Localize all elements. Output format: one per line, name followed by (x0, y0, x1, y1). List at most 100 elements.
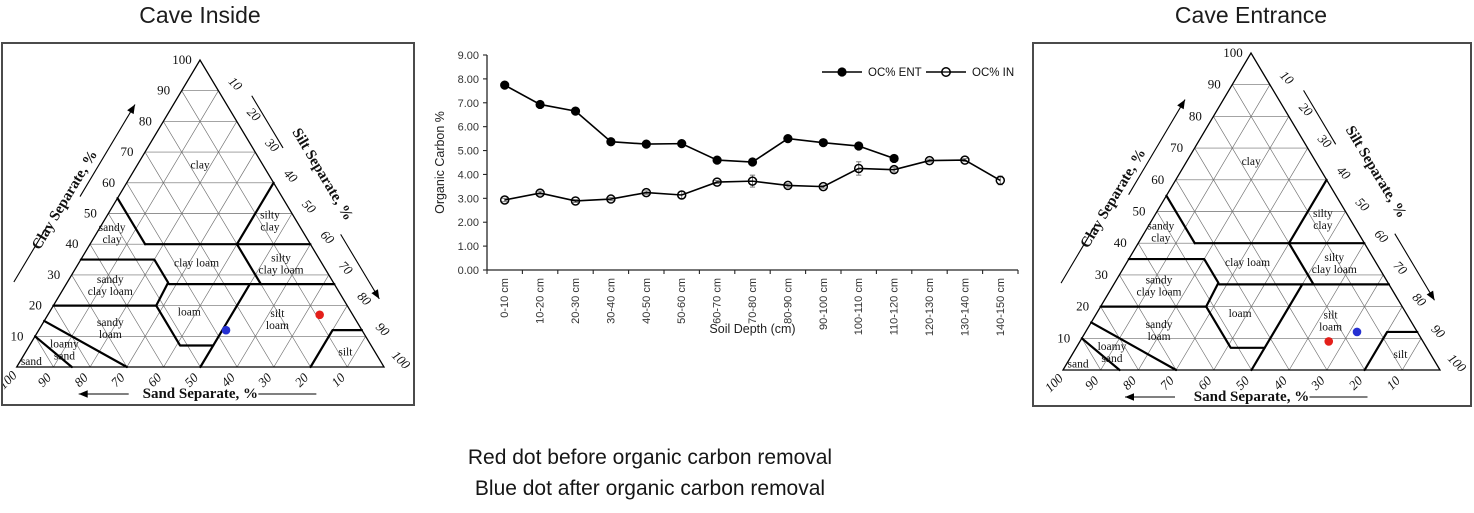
svg-text:clay loam: clay loam (1225, 257, 1270, 269)
svg-text:20: 20 (1346, 373, 1366, 393)
svg-text:20: 20 (1076, 299, 1089, 314)
svg-text:loam: loam (99, 329, 122, 341)
svg-text:40: 40 (1114, 235, 1127, 250)
svg-text:0.00: 0.00 (458, 265, 479, 277)
svg-text:loam: loam (266, 320, 289, 332)
data-point-in (499, 195, 510, 205)
svg-text:140-150 cm: 140-150 cm (995, 278, 1007, 336)
svg-text:20: 20 (29, 298, 42, 313)
svg-text:sandy: sandy (1147, 221, 1174, 233)
svg-text:3.00: 3.00 (458, 193, 479, 205)
svg-text:loamy: loamy (1098, 341, 1127, 353)
svg-text:Soil Depth (cm): Soil Depth (cm) (709, 322, 795, 336)
svg-text:sandy: sandy (97, 274, 124, 286)
svg-text:10: 10 (1057, 330, 1070, 345)
svg-text:80: 80 (1409, 290, 1429, 310)
svg-text:30: 30 (1095, 267, 1108, 282)
svg-text:20: 20 (1296, 99, 1316, 119)
legend: OC% ENT OC% IN (822, 67, 1014, 79)
svg-text:sand: sand (1068, 359, 1089, 371)
svg-text:20: 20 (244, 104, 264, 124)
svg-text:40: 40 (66, 236, 79, 251)
svg-text:Sand Separate, %: Sand Separate, % (1194, 389, 1309, 405)
svg-text:50-60 cm: 50-60 cm (676, 278, 688, 324)
svg-text:110-120 cm: 110-120 cm (889, 278, 901, 335)
svg-text:70: 70 (121, 144, 134, 159)
texture-grid (34, 90, 366, 368)
svg-text:0-10 cm: 0-10 cm (499, 278, 511, 318)
data-point-in (641, 187, 652, 198)
svg-text:silty: silty (271, 253, 291, 265)
svg-text:loam: loam (1148, 331, 1171, 343)
svg-text:20: 20 (291, 370, 311, 390)
svg-text:50: 50 (1353, 194, 1373, 214)
svg-text:clay: clay (260, 222, 279, 234)
svg-text:silt: silt (338, 347, 353, 359)
data-point-in (924, 155, 935, 166)
data-point-ent (500, 80, 510, 90)
svg-text:clay loam: clay loam (174, 258, 219, 270)
svg-text:80: 80 (1119, 373, 1139, 393)
svg-text:sand: sand (54, 351, 75, 363)
data-point-ent (854, 141, 864, 151)
data-point-in (783, 180, 793, 191)
data-point-in (889, 164, 899, 175)
svg-text:sand: sand (1101, 353, 1122, 365)
svg-text:70: 70 (1391, 258, 1411, 278)
svg-text:clay loam: clay loam (259, 265, 304, 277)
svg-text:90: 90 (1208, 77, 1221, 92)
svg-text:80: 80 (71, 370, 91, 390)
svg-text:60: 60 (102, 175, 115, 190)
svg-text:silt: silt (1324, 309, 1339, 321)
svg-text:10: 10 (328, 370, 348, 390)
data-point-ent (677, 139, 687, 149)
svg-text:10: 10 (1383, 373, 1403, 393)
svg-text:sandy: sandy (1146, 274, 1173, 286)
svg-text:silt: silt (1393, 349, 1408, 361)
sample-dots (221, 310, 324, 335)
svg-text:80: 80 (1189, 108, 1202, 123)
svg-text:80-90 cm: 80-90 cm (782, 278, 794, 324)
svg-text:70: 70 (336, 258, 356, 278)
svg-text:130-140 cm: 130-140 cm (959, 278, 971, 336)
svg-text:100-110 cm: 100-110 cm (853, 278, 865, 335)
svg-text:120-130 cm: 120-130 cm (924, 278, 936, 336)
right-panel-title: Cave Entrance (1174, 2, 1328, 28)
data-point-in (712, 177, 722, 187)
data-point-in (570, 196, 581, 206)
svg-text:OC% ENT: OC% ENT (868, 67, 922, 79)
svg-text:clay loam: clay loam (1136, 286, 1181, 298)
svg-text:40: 40 (1334, 163, 1354, 183)
svg-text:50: 50 (1133, 204, 1146, 219)
svg-text:80: 80 (354, 289, 374, 309)
data-point-in (606, 194, 616, 204)
svg-text:Sand Separate, %: Sand Separate, % (143, 386, 258, 402)
svg-text:10-20 cm: 10-20 cm (535, 278, 547, 324)
data-point-ent (889, 153, 899, 164)
svg-text:silty: silty (1313, 208, 1333, 220)
svg-text:60: 60 (318, 227, 338, 247)
sample-dot-blue (1352, 327, 1362, 337)
svg-text:60-70 cm: 60-70 cm (712, 278, 724, 324)
texture-class-boundaries (1080, 178, 1419, 372)
data-point-in (747, 176, 758, 186)
data-point-ent (535, 99, 545, 110)
svg-text:loamy: loamy (50, 339, 79, 351)
svg-text:30-40 cm: 30-40 cm (605, 278, 617, 324)
svg-text:20-30 cm: 20-30 cm (570, 278, 582, 324)
organic-carbon-line-chart: 0.00 1.00 2.00 3.00 4.00 5.00 6.00 7.00 8.00 9.00… (430, 28, 1030, 343)
sample-dot-blue (221, 325, 231, 335)
figure-caption: Red dot before organic carbon removal Bl… (468, 442, 832, 504)
svg-text:50: 50 (84, 206, 97, 221)
svg-text:OC% IN: OC% IN (972, 67, 1014, 79)
svg-text:5.00: 5.00 (458, 146, 479, 158)
texture-class-boundaries (33, 181, 364, 369)
data-point-ent (818, 138, 828, 148)
svg-text:100: 100 (1445, 351, 1470, 376)
texture-grid (1081, 84, 1422, 371)
svg-text:70: 70 (108, 370, 128, 390)
